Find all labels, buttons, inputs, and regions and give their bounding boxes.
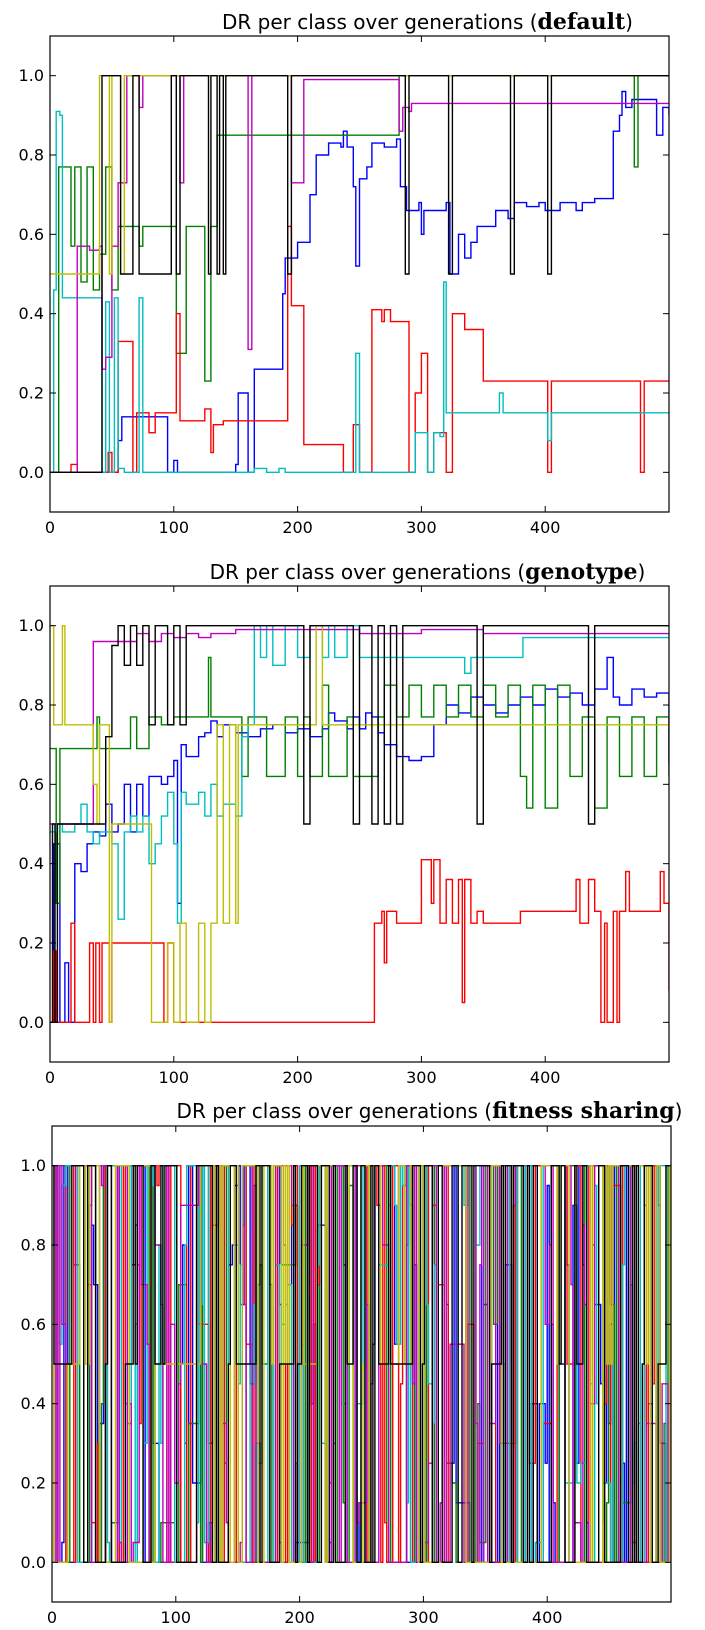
y-tick-label: 0.8 (19, 146, 44, 165)
x-tick-label: 0 (47, 1608, 57, 1627)
x-tick-label: 400 (530, 518, 561, 537)
series-line-3 (50, 859, 669, 1023)
y-tick-label: 0.6 (19, 225, 44, 244)
chart-title-prefix: DR per class over generations ( (222, 10, 538, 34)
x-tick-label: 300 (406, 518, 437, 537)
y-tick-label: 0.0 (19, 1013, 44, 1032)
x-tick-label: 100 (159, 518, 190, 537)
y-tick-label: 0.2 (19, 934, 44, 953)
axes-frame (51, 1125, 672, 1603)
chart-panel-3: DR per class over generations (fitness s… (21, 1098, 683, 1627)
chart-title-method: genotype (525, 559, 637, 585)
chart-title-suffix: ) (675, 1099, 683, 1123)
y-tick-label: 0.4 (19, 854, 44, 873)
chart-title: DR per class over generations (default) (222, 9, 633, 35)
y-tick-label: 0.4 (21, 1394, 46, 1413)
chart-title-prefix: DR per class over generations ( (210, 560, 526, 584)
x-tick-label: 200 (282, 518, 313, 537)
series-line-7 (50, 75, 669, 473)
series-line-4 (50, 110, 669, 473)
x-tick-label: 300 (408, 1608, 439, 1627)
chart-title-method: default (538, 9, 626, 35)
series-line-7 (50, 625, 669, 1023)
series-group (50, 625, 669, 1023)
x-tick-label: 100 (161, 1608, 192, 1627)
series-line-6 (50, 625, 669, 1023)
y-tick-label: 0.2 (19, 384, 44, 403)
x-tick-label: 100 (159, 1068, 190, 1087)
series-line-2 (50, 75, 669, 473)
y-tick-label: 0.4 (19, 304, 44, 323)
chart-title-method: fitness sharing (492, 1098, 675, 1124)
x-tick-label: 200 (284, 1608, 315, 1627)
y-tick-label: 0.2 (21, 1474, 46, 1493)
axes-frame (49, 585, 670, 1063)
x-tick-label: 300 (406, 1068, 437, 1087)
chart-panel-2: DR per class over generations (genotype)… (19, 559, 670, 1087)
x-tick-label: 0 (45, 518, 55, 537)
y-tick-label: 0.6 (19, 775, 44, 794)
series-group (50, 75, 669, 473)
x-tick-label: 400 (530, 1068, 561, 1087)
chart-title: DR per class over generations (genotype) (210, 559, 646, 585)
y-tick-label: 1.0 (19, 66, 44, 85)
y-tick-label: 0.0 (19, 463, 44, 482)
y-tick-label: 1.0 (19, 616, 44, 635)
x-tick-label: 200 (282, 1068, 313, 1087)
y-tick-label: 0.8 (21, 1236, 46, 1255)
chart-panel-1: DR per class over generations (default) 0… (19, 9, 670, 537)
axes-frame (49, 35, 670, 513)
y-tick-label: 0.0 (21, 1553, 46, 1572)
series-line-7 (52, 1165, 670, 1563)
chart-title-prefix: DR per class over generations ( (177, 1099, 493, 1123)
x-tick-label: 0 (45, 1068, 55, 1087)
y-tick-label: 0.6 (21, 1315, 46, 1334)
y-tick-label: 1.0 (21, 1156, 46, 1175)
chart-title: DR per class over generations (fitness s… (177, 1098, 683, 1124)
series-line-4 (50, 625, 669, 924)
series-group (52, 1165, 671, 1563)
chart-title-suffix: ) (625, 10, 633, 34)
chart-title-suffix: ) (638, 560, 646, 584)
y-tick-label: 0.8 (19, 696, 44, 715)
x-tick-label: 400 (532, 1608, 563, 1627)
